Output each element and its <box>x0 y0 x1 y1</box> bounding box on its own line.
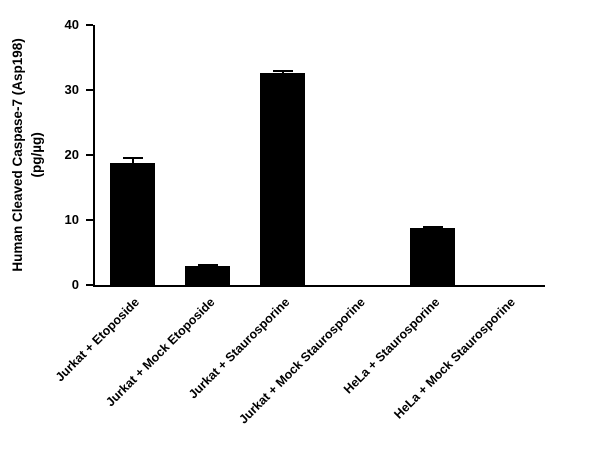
bar <box>185 265 230 285</box>
y-tick-label: 0 <box>71 277 79 292</box>
y-axis-title: Human Cleaved Caspase-7 (Asp198) (pg/µg) <box>9 5 47 305</box>
error-bar-cap <box>122 157 143 160</box>
x-axis-line <box>93 285 545 287</box>
y-tick-label: 10 <box>64 212 79 227</box>
y-tick-label: 20 <box>64 147 79 162</box>
error-bar-cap <box>197 263 218 266</box>
x-axis-label: HeLa + Mock Staurosporine <box>390 295 518 422</box>
error-bar-cap <box>272 70 293 73</box>
error-bar-cap <box>422 225 443 228</box>
y-axis-line <box>93 25 95 287</box>
y-tick <box>86 284 93 286</box>
bar <box>410 228 455 285</box>
error-bar-line <box>131 158 134 165</box>
error-bar-line <box>206 264 209 268</box>
bar <box>260 73 305 285</box>
y-tick <box>86 219 93 221</box>
plot-area: 0 10 20 30 40 Jurkat + Etoposide Jurkat + Moc… <box>53 17 545 426</box>
y-tick <box>86 89 93 91</box>
error-bar-line <box>281 71 284 76</box>
bar <box>110 162 155 285</box>
y-tick <box>86 154 93 156</box>
y-axis-title-line2: (pg/µg) <box>29 132 44 178</box>
y-axis-title-line1: Human Cleaved Caspase-7 (Asp198) <box>10 38 26 272</box>
y-tick-label: 40 <box>64 17 79 32</box>
error-bar-line <box>431 226 434 231</box>
y-tick-label: 30 <box>64 82 79 97</box>
x-axis-label: Jurkat + Mock Staurosporine <box>235 295 368 427</box>
y-tick <box>86 24 93 26</box>
x-axis-label: Jurkat + Etoposide <box>53 295 143 385</box>
